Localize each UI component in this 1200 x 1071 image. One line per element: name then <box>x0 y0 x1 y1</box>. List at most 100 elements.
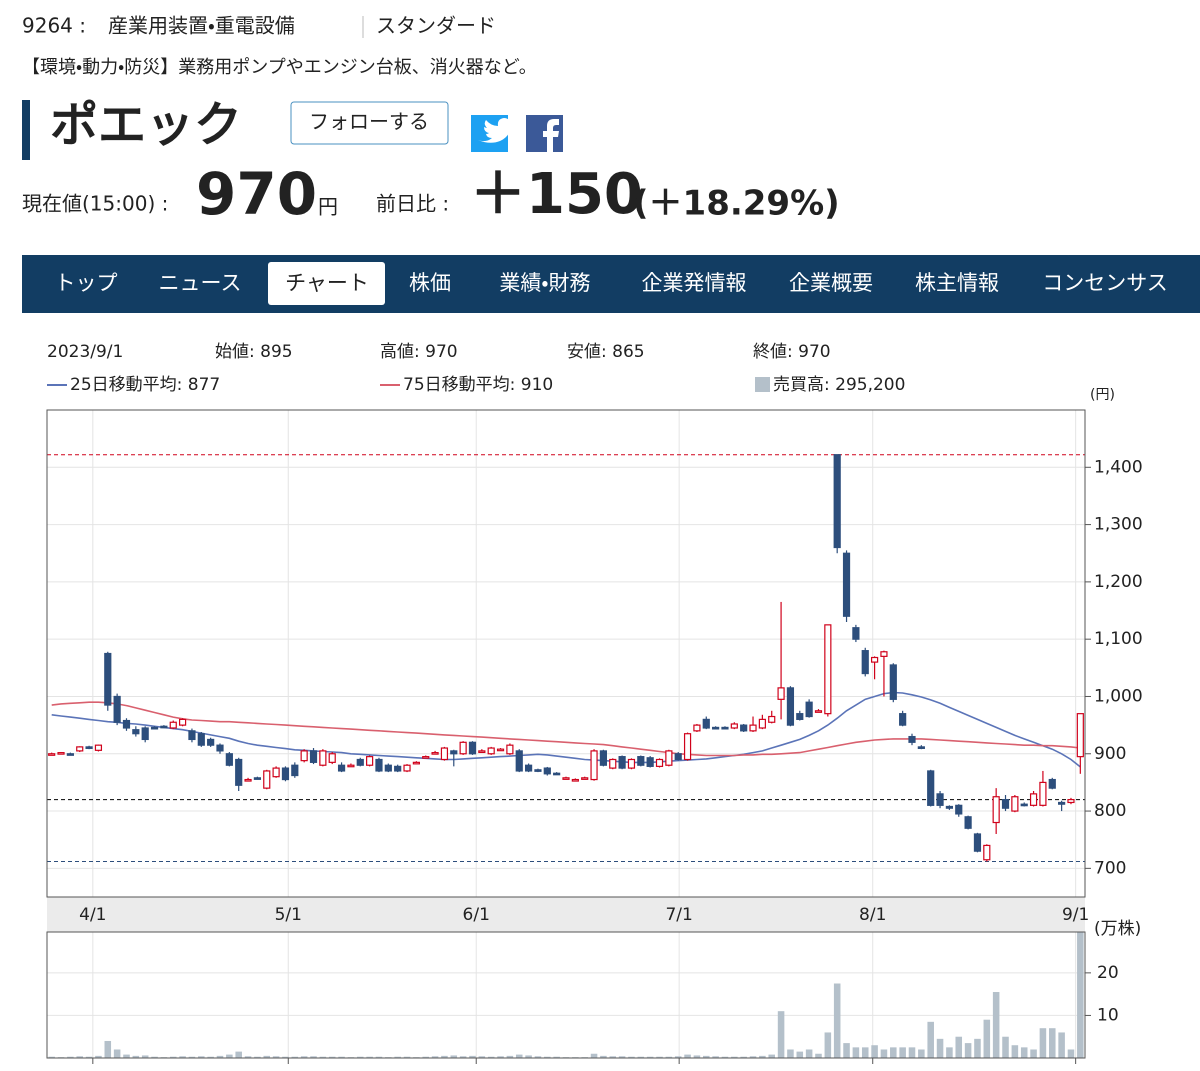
candle-body <box>842 552 851 617</box>
volume-bar <box>497 1056 504 1058</box>
summary-ma75: 75日移動平均: 910 <box>403 375 553 395</box>
candle-body <box>936 793 944 806</box>
volume-bar <box>805 1049 813 1058</box>
candle-body <box>740 724 748 732</box>
candle-body <box>590 750 598 781</box>
candle-body <box>964 816 972 829</box>
candle-body <box>366 756 374 766</box>
candle-body <box>693 724 701 732</box>
candle-body <box>917 746 925 749</box>
volume-bar <box>618 1056 626 1058</box>
candle-body <box>487 747 495 755</box>
candle-body <box>263 770 271 789</box>
volume-bar <box>310 1056 317 1058</box>
candle-body <box>786 687 795 726</box>
candle-body <box>104 652 112 706</box>
summary-date: 2023/9/1 <box>47 342 123 362</box>
market: スタンダード <box>376 14 496 38</box>
candle-body <box>824 624 832 715</box>
nav-tab[interactable]: 企業概要 <box>789 271 873 295</box>
volume-bar <box>1011 1045 1019 1058</box>
candle-body <box>852 627 860 640</box>
volume-bar <box>525 1055 532 1058</box>
volume-bar <box>1002 1036 1009 1058</box>
volume-bar <box>1039 1028 1047 1058</box>
volume-bar <box>1077 932 1084 1058</box>
change: ＋150 <box>470 162 643 227</box>
candle-body <box>889 664 897 700</box>
volume-bar <box>113 1049 121 1058</box>
volume-bar <box>375 1056 383 1058</box>
candle-body <box>496 748 505 752</box>
summary-close: 終値: 970 <box>753 342 831 362</box>
nav-tab[interactable]: 企業発情報 <box>642 271 747 295</box>
volume-bar <box>207 1056 214 1058</box>
twitter-icon <box>478 118 514 143</box>
volume-bar <box>431 1056 439 1058</box>
volume-bar <box>544 1056 551 1058</box>
volume-bar <box>731 1056 738 1058</box>
volume-bar <box>356 1056 364 1058</box>
nav-tab[interactable]: 業績・財務 <box>499 271 590 295</box>
candle-body <box>712 726 720 730</box>
candle-body <box>412 761 420 765</box>
candle-body <box>225 753 233 766</box>
volume-bar <box>1030 1049 1037 1058</box>
volume-bar <box>263 1055 271 1058</box>
volume-bar <box>1020 1047 1028 1058</box>
candle-body <box>665 750 673 766</box>
nav-tab[interactable]: 株主情報 <box>915 271 999 295</box>
volume-bar <box>282 1056 289 1058</box>
x-tick-label: 8/1 <box>859 905 886 925</box>
volume-bar <box>534 1056 542 1058</box>
candle-body <box>861 650 869 675</box>
candle-body <box>422 756 430 759</box>
volume-bar <box>861 1047 869 1058</box>
change-label: 前日比 : <box>376 192 449 216</box>
sector[interactable]: 産業用装置・重電設備 <box>108 14 295 38</box>
candle-body <box>459 741 467 755</box>
volume-bar <box>880 1049 888 1058</box>
candle-body <box>908 735 916 743</box>
candle-body <box>57 752 65 755</box>
nav-tab[interactable]: トップ <box>55 271 118 295</box>
volume-bar <box>403 1056 411 1058</box>
volume-bar <box>132 1055 140 1058</box>
volume-bar <box>983 1019 991 1058</box>
nav-tab[interactable]: ニュース <box>159 271 242 295</box>
follow-button[interactable] <box>290 101 449 145</box>
volume-bar <box>459 1056 467 1058</box>
nav-tab[interactable]: 株価 <box>409 271 451 295</box>
candle-body <box>683 733 692 761</box>
volume-bar <box>712 1056 719 1058</box>
candle-body <box>207 738 215 746</box>
change-pct: (＋18.29%) <box>633 184 840 224</box>
candle-body <box>309 750 318 763</box>
y-tick-label: 1,300 <box>1094 515 1143 535</box>
nav-tab-active[interactable] <box>268 262 385 305</box>
moving-average <box>51 701 1081 757</box>
x-tick-label: 6/1 <box>463 905 490 925</box>
volume-bar <box>721 1056 729 1058</box>
volume-bar <box>693 1055 701 1058</box>
volume-bar <box>871 1045 878 1058</box>
candle-body <box>814 710 823 713</box>
volume-bar <box>85 1056 93 1058</box>
volume-bar <box>927 1021 934 1058</box>
follow-label[interactable]: フォローする <box>309 110 429 134</box>
candle-body <box>945 805 954 809</box>
volume-bar <box>955 1036 963 1058</box>
nav-tab[interactable]: コンセンサス <box>1042 271 1168 295</box>
volume-bar <box>300 1056 308 1058</box>
volume-bar <box>628 1056 635 1058</box>
volume-bar <box>328 1056 336 1058</box>
nav-tab[interactable]: チャート <box>285 271 369 295</box>
description: 【環境・動力・防災】業務用ポンプやエンジン台板、消火器など。 <box>22 57 537 78</box>
candle-body <box>637 756 645 766</box>
volume-bar <box>469 1055 476 1058</box>
volume-bar <box>394 1056 401 1058</box>
volume-bar <box>272 1056 280 1058</box>
candle-body <box>347 764 355 768</box>
moving-average <box>51 691 1081 768</box>
